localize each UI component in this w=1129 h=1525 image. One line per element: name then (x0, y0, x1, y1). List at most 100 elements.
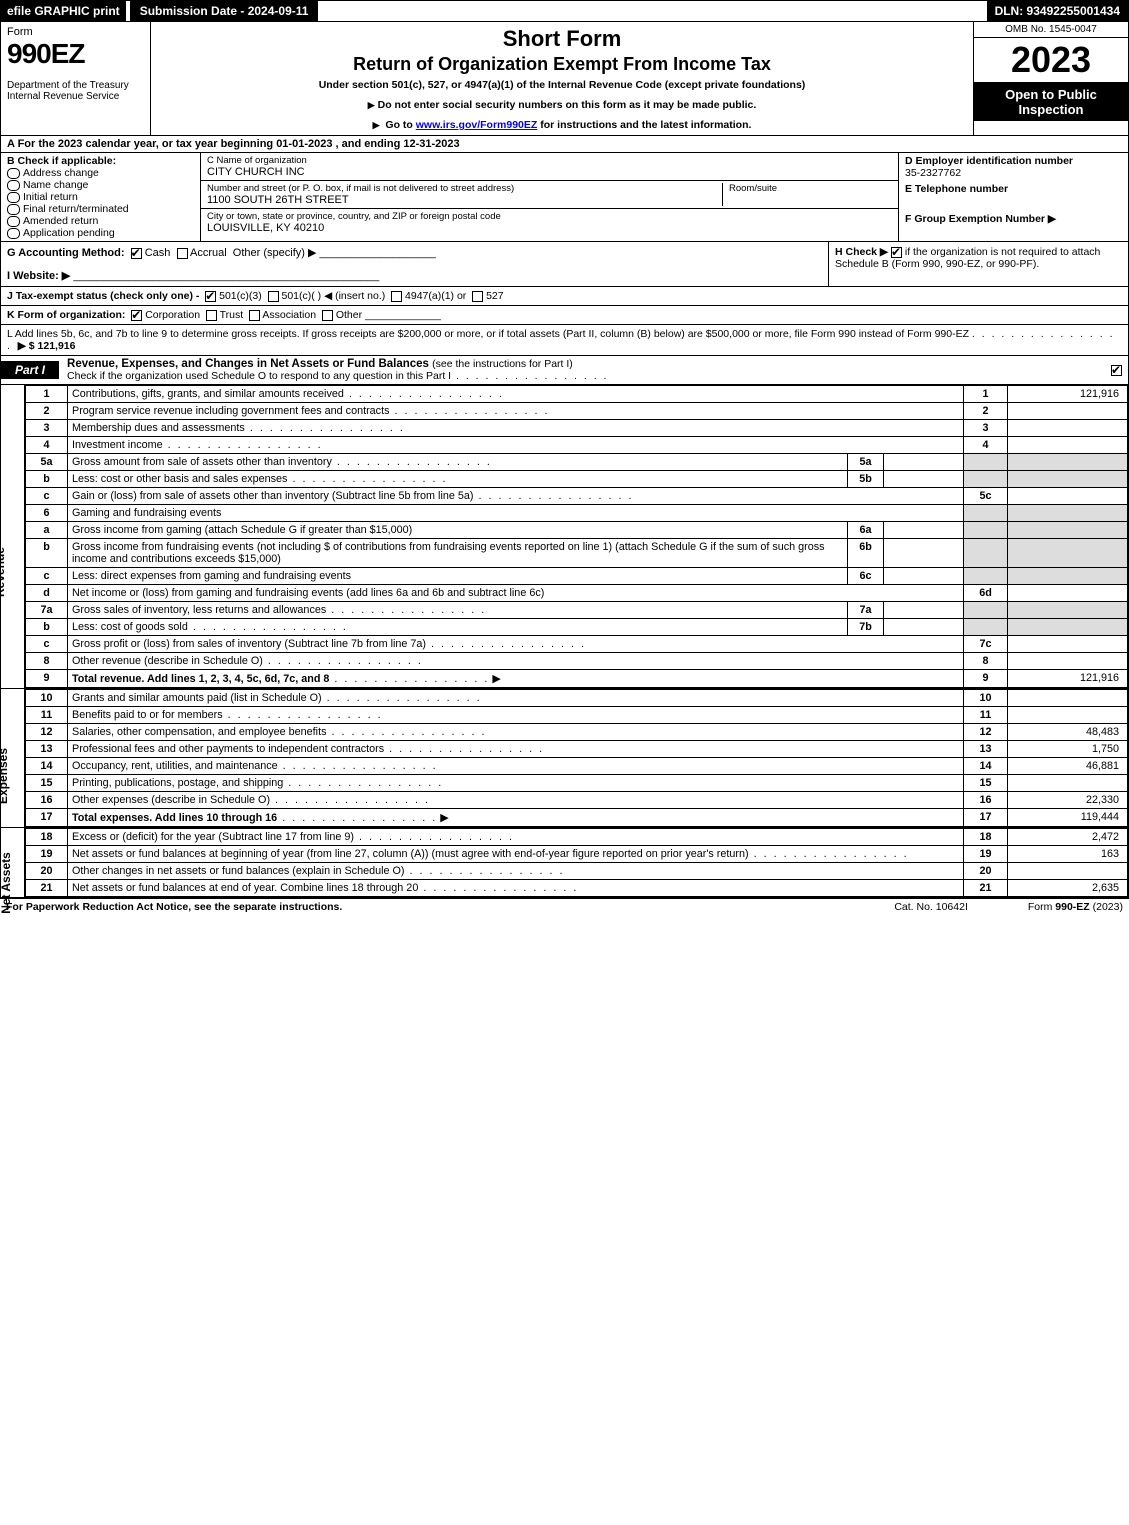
b-item-1: Name change (7, 179, 194, 191)
j-527: 527 (486, 290, 504, 302)
checkbox-assoc[interactable] (249, 310, 260, 321)
j-label: J Tax-exempt status (check only one) - (7, 290, 199, 302)
row-k: K Form of organization: Corporation Trus… (1, 306, 1128, 325)
k-assoc: Association (262, 309, 316, 321)
k-trust: Trust (220, 309, 244, 321)
d-ein-label: D Employer identification number (905, 155, 1122, 167)
efile-label: efile GRAPHIC print (1, 1, 126, 21)
i-website-label: I Website: ▶ (7, 270, 70, 282)
side-expenses: Expenses (1, 689, 25, 827)
part-i-header: Part I Revenue, Expenses, and Changes in… (1, 356, 1128, 385)
org-name: CITY CHURCH INC (207, 166, 307, 178)
netassets-block: Net Assets 18Excess or (deficit) for the… (1, 828, 1128, 898)
checkbox-icon[interactable] (7, 168, 20, 179)
footer-right: Form 990-EZ (2023) (1028, 901, 1123, 913)
checkbox-501c[interactable] (268, 291, 279, 302)
checkbox-icon[interactable] (7, 204, 20, 215)
table-row: 6Gaming and fundraising events (26, 505, 1128, 522)
g-label: G Accounting Method: (7, 247, 125, 259)
row-l: L Add lines 5b, 6c, and 7b to line 9 to … (1, 325, 1128, 356)
col-b: B Check if applicable: Address change Na… (1, 153, 201, 241)
part-title: Revenue, Expenses, and Changes in Net As… (67, 358, 429, 370)
table-row: 21Net assets or fund balances at end of … (26, 880, 1128, 897)
checkbox-other[interactable] (322, 310, 333, 321)
b-label: B Check if applicable: (7, 155, 194, 167)
b-item-2: Initial return (7, 191, 194, 203)
b-item-5: Application pending (7, 227, 194, 239)
open-to-public: Open to Public Inspection (974, 82, 1128, 121)
checkbox-527[interactable] (472, 291, 483, 302)
checkbox-corp[interactable] (131, 310, 142, 321)
table-row: 12Salaries, other compensation, and empl… (26, 724, 1128, 741)
f-group-label: F Group Exemption Number ▶ (905, 213, 1122, 225)
form-label: Form (7, 26, 144, 38)
table-row: aGross income from gaming (attach Schedu… (26, 522, 1128, 539)
checkbox-cash[interactable] (131, 248, 142, 259)
expenses-block: Expenses 10Grants and similar amounts pa… (1, 689, 1128, 828)
part-tag: Part I (1, 361, 59, 379)
table-row: 13Professional fees and other payments t… (26, 741, 1128, 758)
k-other: Other (336, 309, 362, 321)
table-row: 15Printing, publications, postage, and s… (26, 775, 1128, 792)
checkbox-schedule-o[interactable] (1111, 365, 1122, 376)
g-other: Other (specify) ▶ (233, 247, 317, 259)
row-a-tax-year: A For the 2023 calendar year, or tax yea… (1, 136, 1128, 153)
table-row: cGain or (loss) from sale of assets othe… (26, 488, 1128, 505)
header-mid: Short Form Return of Organization Exempt… (151, 22, 973, 135)
section-bcdef: B Check if applicable: Address change Na… (1, 153, 1128, 242)
expenses-table: 10Grants and similar amounts paid (list … (25, 689, 1128, 827)
table-row: 1Contributions, gifts, grants, and simil… (26, 386, 1128, 403)
org-address: 1100 SOUTH 26TH STREET (207, 194, 514, 206)
form-container: efile GRAPHIC print Submission Date - 20… (0, 0, 1129, 899)
b-item-4: Amended return (7, 215, 194, 227)
table-row: 16Other expenses (describe in Schedule O… (26, 792, 1128, 809)
checkbox-h[interactable] (891, 247, 902, 258)
g-accrual: Accrual (190, 247, 227, 259)
table-row: bLess: cost or other basis and sales exp… (26, 471, 1128, 488)
b-item-0: Address change (7, 167, 194, 179)
l-text: L Add lines 5b, 6c, and 7b to line 9 to … (7, 328, 969, 340)
checkbox-4947[interactable] (391, 291, 402, 302)
title-short-form: Short Form (159, 26, 965, 52)
g-cash: Cash (145, 247, 171, 259)
table-row: 10Grants and similar amounts paid (list … (26, 690, 1128, 707)
col-def: D Employer identification number 35-2327… (898, 153, 1128, 241)
ein-value: 35-2327762 (905, 167, 1122, 179)
checkbox-icon[interactable] (7, 216, 20, 227)
netassets-table: 18Excess or (deficit) for the year (Subt… (25, 828, 1128, 897)
tax-year: 2023 (974, 38, 1128, 82)
checkbox-trust[interactable] (206, 310, 217, 321)
c-name-label: C Name of organization (207, 155, 307, 166)
table-row: 17Total expenses. Add lines 10 through 1… (26, 809, 1128, 827)
checkbox-icon[interactable] (7, 228, 20, 239)
j-501c3: 501(c)(3) (219, 290, 262, 302)
side-netassets: Net Assets (1, 828, 25, 897)
irs-link[interactable]: www.irs.gov/Form990EZ (416, 119, 538, 131)
table-row: 2Program service revenue including gover… (26, 403, 1128, 420)
j-501c: 501(c)( ) ◀ (insert no.) (282, 290, 386, 302)
table-row: 8Other revenue (describe in Schedule O)8 (26, 653, 1128, 670)
row-j: J Tax-exempt status (check only one) - 5… (1, 287, 1128, 306)
header-right: OMB No. 1545-0047 2023 Open to Public In… (973, 22, 1128, 135)
table-row: 14Occupancy, rent, utilities, and mainte… (26, 758, 1128, 775)
org-city: LOUISVILLE, KY 40210 (207, 222, 501, 234)
checkbox-accrual[interactable] (177, 248, 188, 259)
col-c: C Name of organization CITY CHURCH INC N… (201, 153, 898, 241)
omb-number: OMB No. 1545-0047 (974, 22, 1128, 38)
table-row: 5aGross amount from sale of assets other… (26, 454, 1128, 471)
table-row: cGross profit or (loss) from sales of in… (26, 636, 1128, 653)
h-label: H Check ▶ (835, 246, 888, 258)
k-corp: Corporation (145, 309, 200, 321)
checkbox-icon[interactable] (7, 192, 20, 203)
dept-label: Department of the Treasury Internal Reve… (7, 80, 144, 102)
side-revenue: Revenue (1, 385, 25, 688)
note-ssn: Do not enter social security numbers on … (159, 99, 965, 111)
checkbox-icon[interactable] (7, 180, 20, 191)
subtitle: Under section 501(c), 527, or 4947(a)(1)… (159, 79, 965, 91)
revenue-table: 1Contributions, gifts, grants, and simil… (25, 385, 1128, 688)
header-left: Form 990EZ Department of the Treasury In… (1, 22, 151, 135)
c-addr-label: Number and street (or P. O. box, if mail… (207, 183, 514, 194)
checkbox-501c3[interactable] (205, 291, 216, 302)
footer: For Paperwork Reduction Act Notice, see … (0, 899, 1129, 915)
room-suite-label: Room/suite (722, 183, 892, 206)
